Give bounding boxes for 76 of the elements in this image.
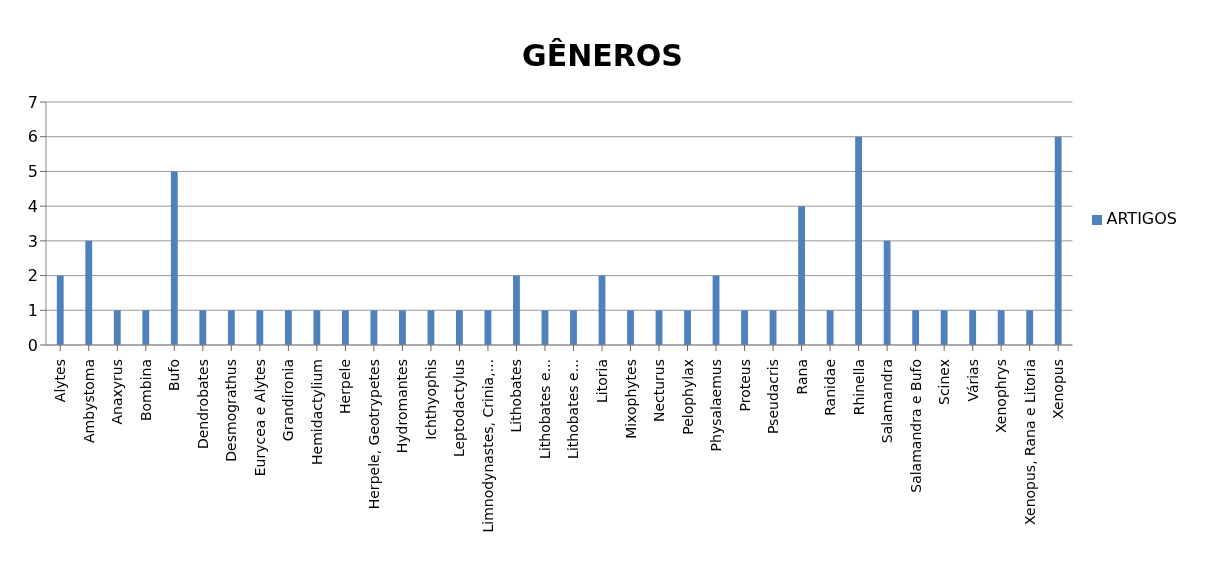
x-tick-label: Xenophrys [993, 359, 1010, 434]
x-tick-label: Bufo [166, 359, 183, 391]
bar [969, 310, 977, 345]
x-tick-label: Várias [964, 359, 981, 402]
bar [456, 310, 463, 345]
bar [284, 310, 292, 345]
x-tick-label: Herpele [337, 359, 354, 414]
x-tick-label: Limnodynastes, Crinia,... [479, 359, 496, 533]
bar [170, 171, 178, 345]
bar [570, 310, 577, 345]
bar [741, 310, 748, 345]
bar [513, 275, 520, 345]
bar [313, 310, 321, 345]
legend-label: ARTIGOS [1106, 209, 1177, 228]
x-tick-label: Lithobates e... [536, 359, 553, 459]
x-tick-label: Grandironia [280, 359, 297, 442]
x-tick-label: Anaxyrus [109, 359, 126, 425]
x-tick-label: Rhinella [850, 359, 867, 416]
x-tick-label: Desmograthus [223, 359, 240, 462]
bar [370, 310, 378, 345]
x-tick-label: Mixophytes [622, 359, 639, 439]
x-tick-label: Ichthyophis [422, 359, 439, 440]
bar [1026, 310, 1034, 345]
y-tick-label: 4 [27, 196, 38, 216]
x-tick-label: Hemidactylium [308, 359, 325, 465]
bar [997, 310, 1005, 345]
x-tick-label: Necturus [651, 359, 668, 423]
x-tick-label: Alytes [52, 359, 69, 403]
y-tick-label: 6 [27, 127, 38, 147]
bar [341, 310, 349, 345]
y-tick-label: 3 [27, 231, 38, 251]
x-tick-label: Leptodactylus [451, 359, 468, 458]
x-tick-label: Bombina [137, 359, 154, 422]
bar [627, 310, 634, 345]
x-tick-label: Ambystoma [80, 359, 97, 443]
x-tick-label: Xenopus, Rana e Litoria [1021, 359, 1038, 525]
x-tick-label: Xenopus [1050, 359, 1067, 420]
x-tick-label: Hydromantes [394, 359, 411, 454]
bar [798, 206, 806, 345]
x-tick-label: Rana [793, 359, 810, 395]
bar [855, 136, 863, 345]
bar [684, 310, 691, 345]
y-tick-label: 5 [27, 162, 38, 182]
x-tick-label: Dendrobates [194, 359, 211, 450]
x-tick-label: Proteus [736, 359, 753, 412]
bar [883, 240, 891, 345]
bar [912, 310, 920, 345]
bar [85, 240, 93, 345]
bar [199, 310, 207, 345]
x-tick-label: Herpele, Geotrypetes [365, 359, 382, 510]
x-tick-label: Eurycea e Alytes [251, 359, 268, 477]
bar [256, 310, 264, 345]
bar [427, 310, 435, 345]
y-tick-label: 1 [27, 300, 38, 320]
x-tick-label: Salamandra [879, 359, 896, 444]
bar [227, 310, 235, 345]
y-tick-label: 7 [27, 92, 38, 112]
x-tick-label: Ranidae [822, 359, 839, 416]
x-tick-label: Salamandra e Bufo [907, 359, 924, 493]
y-tick-label: 0 [27, 335, 38, 355]
x-tick-label: Litoria [594, 359, 610, 403]
bar [826, 310, 834, 345]
x-tick-label: Lithobates e... [565, 359, 582, 459]
chart-title: GÊNEROS [521, 37, 684, 75]
bar [142, 310, 150, 345]
bar [940, 310, 948, 345]
x-tick-label: Scinex [936, 359, 953, 405]
x-tick-label: Pelophylax [679, 359, 696, 435]
bar [398, 310, 406, 345]
y-tick-label: 2 [27, 266, 38, 286]
x-tick-label: Lithobates [508, 359, 525, 433]
bar [1054, 136, 1062, 345]
x-tick-label: Pseudacris [765, 359, 782, 435]
bar [113, 310, 121, 345]
x-tick-label: Physalaemus [708, 359, 725, 452]
bar [56, 275, 64, 345]
